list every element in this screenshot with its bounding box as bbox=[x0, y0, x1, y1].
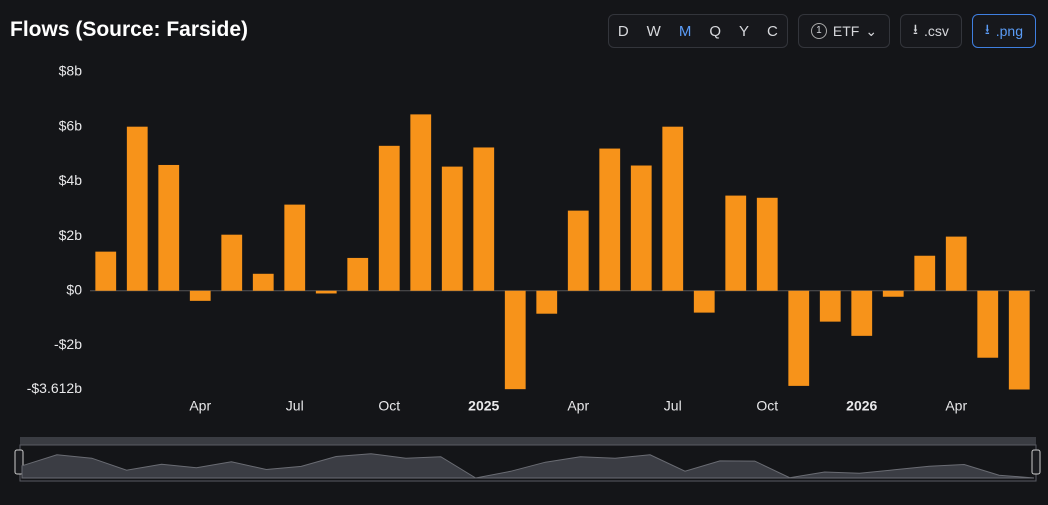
brush-sparkline bbox=[21, 453, 1035, 479]
bar bbox=[788, 290, 810, 386]
bar bbox=[977, 290, 999, 358]
bar bbox=[567, 210, 589, 291]
bar bbox=[914, 255, 936, 291]
x-tick-label: Jul bbox=[286, 398, 304, 414]
x-tick-label: Oct bbox=[378, 398, 400, 414]
bar bbox=[158, 164, 180, 291]
y-tick-label: $2b bbox=[59, 227, 83, 243]
x-tick-label: Apr bbox=[567, 398, 589, 414]
bar bbox=[882, 290, 904, 297]
bar bbox=[630, 165, 652, 291]
bar bbox=[378, 145, 400, 291]
brush-handle-bar[interactable] bbox=[20, 437, 1036, 445]
brush-right-handle[interactable] bbox=[1031, 449, 1041, 475]
bar bbox=[347, 257, 369, 291]
y-tick-label: -$3.612b bbox=[27, 380, 82, 396]
chart-title: Flows (Source: Farside) bbox=[10, 18, 249, 41]
x-tick-label: Jul bbox=[664, 398, 682, 414]
x-tick-label: 2026 bbox=[846, 398, 877, 414]
y-tick-label: $8b bbox=[59, 63, 83, 79]
bar bbox=[819, 290, 841, 322]
bar bbox=[599, 148, 621, 291]
y-tick-label: -$2b bbox=[54, 336, 82, 352]
bar bbox=[1008, 290, 1030, 390]
bar bbox=[441, 166, 463, 291]
filter-dropdown[interactable]: 1 ETF ⌄ bbox=[797, 14, 891, 48]
bar bbox=[945, 236, 967, 291]
bar bbox=[95, 251, 117, 291]
bar bbox=[536, 290, 558, 314]
bar bbox=[410, 114, 432, 291]
period-button[interactable]: C bbox=[767, 22, 778, 40]
bar bbox=[662, 126, 684, 291]
bar bbox=[725, 195, 747, 291]
bar bbox=[693, 290, 715, 313]
period-button[interactable]: Y bbox=[739, 22, 750, 40]
png-label: .png bbox=[995, 23, 1023, 39]
csv-label: .csv bbox=[923, 23, 949, 39]
bar bbox=[221, 234, 243, 291]
period-button[interactable]: Q bbox=[709, 22, 721, 40]
x-tick-label: Apr bbox=[189, 398, 211, 414]
download-icon: ⭳ bbox=[913, 21, 918, 37]
period-button[interactable]: M bbox=[678, 22, 692, 40]
x-tick-label: Apr bbox=[945, 398, 967, 414]
x-tick-label: 2025 bbox=[468, 398, 499, 414]
brush-left-handle[interactable] bbox=[14, 449, 24, 475]
bar bbox=[851, 290, 873, 336]
csv-button[interactable]: ⭳ .csv bbox=[900, 14, 962, 48]
y-tick-label: $6b bbox=[59, 117, 83, 133]
bar bbox=[126, 126, 148, 291]
filter-count: 1 bbox=[810, 23, 827, 39]
y-tick-label: $0 bbox=[66, 281, 82, 297]
x-tick-label: Oct bbox=[756, 398, 778, 414]
bar bbox=[756, 197, 778, 291]
bar bbox=[189, 290, 211, 301]
y-tick-label: $4b bbox=[59, 172, 83, 188]
bar bbox=[284, 204, 306, 291]
period-button[interactable]: D bbox=[617, 22, 629, 40]
bar bbox=[315, 290, 337, 294]
filter-label: ETF bbox=[832, 23, 860, 39]
download-icon: ⭳ bbox=[984, 21, 990, 37]
png-button[interactable]: ⭳ .png bbox=[971, 14, 1036, 48]
period-button[interactable]: W bbox=[646, 22, 661, 40]
chevron: ⌄ bbox=[865, 22, 878, 39]
bar bbox=[473, 147, 495, 291]
bar bbox=[504, 290, 526, 390]
bar bbox=[252, 273, 274, 291]
